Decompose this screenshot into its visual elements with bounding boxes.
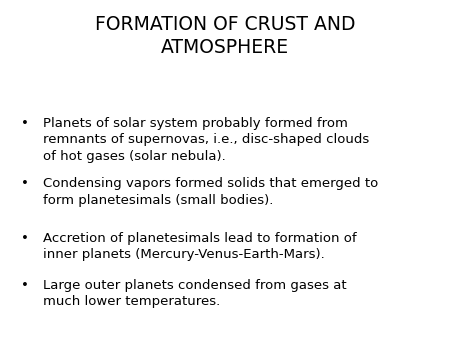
Text: •: • xyxy=(21,117,29,129)
Text: Accretion of planetesimals lead to formation of
inner planets (Mercury-Venus-Ear: Accretion of planetesimals lead to forma… xyxy=(43,232,356,261)
Text: Planets of solar system probably formed from
remnants of supernovas, i.e., disc-: Planets of solar system probably formed … xyxy=(43,117,369,163)
Text: •: • xyxy=(21,177,29,190)
Text: Condensing vapors formed solids that emerged to
form planetesimals (small bodies: Condensing vapors formed solids that eme… xyxy=(43,177,378,207)
Text: FORMATION OF CRUST AND
ATMOSPHERE: FORMATION OF CRUST AND ATMOSPHERE xyxy=(95,15,355,57)
Text: •: • xyxy=(21,232,29,244)
Text: Large outer planets condensed from gases at
much lower temperatures.: Large outer planets condensed from gases… xyxy=(43,279,346,308)
Text: •: • xyxy=(21,279,29,292)
